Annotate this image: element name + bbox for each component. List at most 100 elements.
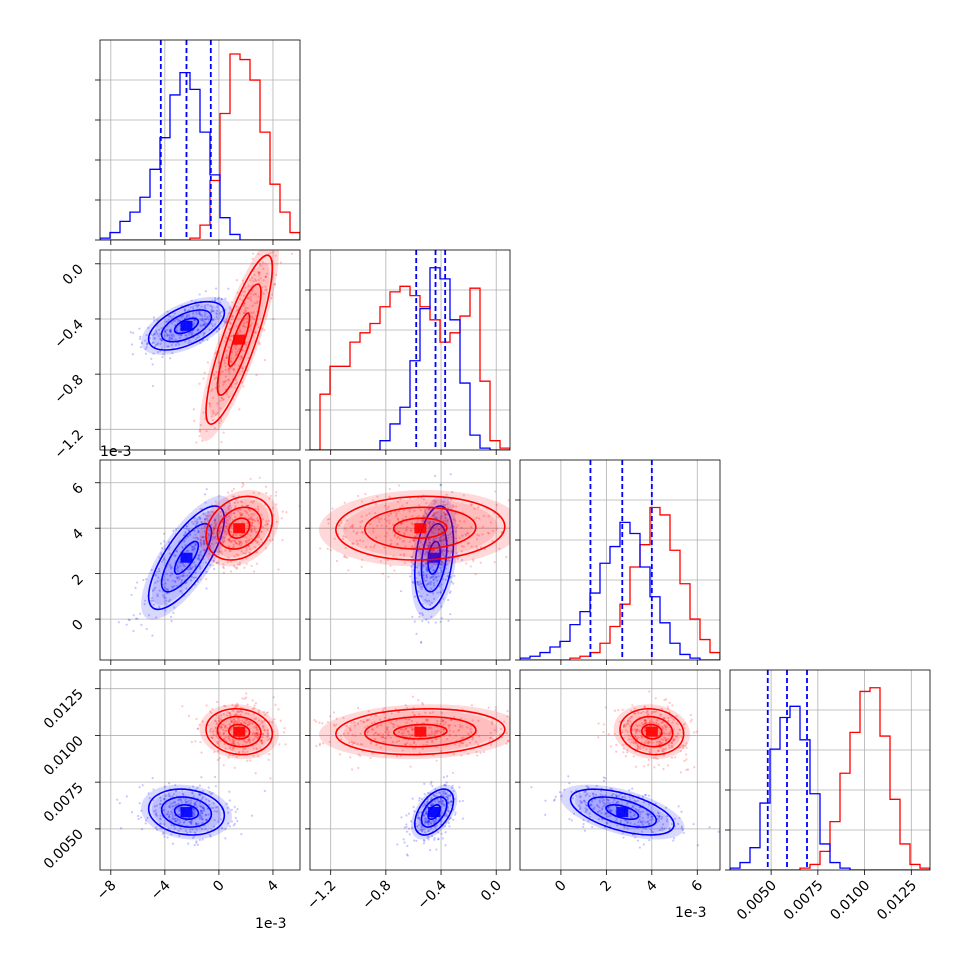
scatter-point xyxy=(648,813,651,816)
scatter-point xyxy=(454,734,458,737)
scatter-point xyxy=(427,726,431,729)
scatter-point xyxy=(169,330,172,333)
scatter-point xyxy=(214,535,217,538)
scatter-point xyxy=(224,321,227,324)
scatter-point xyxy=(189,828,192,831)
scatter-point xyxy=(229,322,232,325)
scatter-point xyxy=(198,817,201,820)
scatter-point xyxy=(225,729,229,732)
scatter-point xyxy=(615,795,619,798)
scatter-point xyxy=(172,611,175,614)
scatter-point xyxy=(189,306,192,309)
scatter-point xyxy=(214,518,217,521)
scatter-point xyxy=(241,485,244,488)
scatter-point xyxy=(419,582,422,585)
scatter-point xyxy=(264,524,267,527)
scatter-point xyxy=(460,550,463,553)
scatter-point xyxy=(186,574,189,577)
scatter-point xyxy=(458,724,462,727)
scatter-point xyxy=(251,521,254,525)
scatter-point xyxy=(224,837,227,840)
scatter-point xyxy=(446,790,449,793)
scatter-point xyxy=(503,720,506,723)
scatter-point xyxy=(202,411,205,414)
scatter-point xyxy=(656,814,659,817)
scatter-point xyxy=(393,535,396,538)
density-peak xyxy=(180,320,193,331)
scatter-point xyxy=(454,530,457,533)
scatter-point xyxy=(662,736,666,739)
scatter-point xyxy=(353,720,356,724)
scatter-point xyxy=(429,604,432,607)
scatter-point xyxy=(651,818,654,821)
scatter-point xyxy=(242,304,245,307)
scatter-point xyxy=(388,487,391,491)
scatter-point xyxy=(295,219,297,221)
scatter-point xyxy=(211,299,214,302)
scatter-point xyxy=(433,569,436,572)
scatter-point xyxy=(233,566,237,569)
scatter-point xyxy=(379,724,383,727)
scatter-point xyxy=(203,518,207,521)
scatter-point xyxy=(604,813,607,816)
scatter-point xyxy=(447,534,450,537)
scatter-point xyxy=(454,537,458,540)
scatter-point xyxy=(245,696,248,699)
density-contour xyxy=(147,788,226,836)
scatter-point xyxy=(423,553,427,556)
scatter-point xyxy=(295,181,297,183)
scatter-point xyxy=(424,512,427,515)
scatter-point xyxy=(645,748,648,751)
scatter-point xyxy=(446,775,449,778)
scatter-point xyxy=(185,315,189,319)
scatter-point xyxy=(442,503,445,506)
scatter-point xyxy=(205,465,207,467)
scatter-point xyxy=(159,822,162,826)
scatter-point xyxy=(192,536,195,539)
panel-2-0 xyxy=(95,459,301,665)
scatter-point xyxy=(129,331,132,334)
scatter-point xyxy=(387,505,390,508)
scatter-point xyxy=(238,543,241,547)
scatter-point xyxy=(682,723,685,726)
scatter-point xyxy=(212,530,215,533)
scatter-point xyxy=(458,536,461,539)
scatter-point xyxy=(225,354,228,357)
scatter-point xyxy=(228,712,231,715)
panel-frame xyxy=(99,249,301,451)
scatter-point xyxy=(420,797,423,800)
scatter-point xyxy=(680,735,683,739)
scatter-point xyxy=(578,792,581,795)
scatter-point xyxy=(221,535,224,539)
scatter-point xyxy=(249,509,252,512)
scatter-point xyxy=(607,733,610,736)
histogram-series_b xyxy=(310,285,510,450)
scatter-point xyxy=(423,515,426,518)
scatter-point xyxy=(641,823,644,826)
scatter-point xyxy=(425,820,428,824)
scatter-point xyxy=(161,832,165,836)
scatter-point xyxy=(207,533,211,536)
scatter-point xyxy=(248,741,252,744)
scatter-point xyxy=(167,319,171,322)
scatter-point xyxy=(418,712,421,716)
scatter-point xyxy=(168,804,171,807)
scatter-point xyxy=(154,337,157,340)
scatter-point xyxy=(246,320,249,323)
scatter-point xyxy=(212,526,215,529)
scatter-point xyxy=(673,738,676,741)
scatter-point xyxy=(213,536,216,539)
scatter-point xyxy=(232,543,235,546)
scatter-point xyxy=(261,327,264,330)
scatter-point xyxy=(165,320,168,324)
scatter-point xyxy=(196,727,200,731)
x-tick-label: −0.8 xyxy=(359,878,394,913)
scatter-point xyxy=(441,800,444,803)
scatter-point xyxy=(244,747,247,751)
scatter-point xyxy=(181,705,184,708)
scatter-point xyxy=(634,731,638,735)
scatter-point xyxy=(405,528,408,532)
scatter-point xyxy=(438,540,441,543)
scatter-point xyxy=(376,516,380,519)
scatter-point xyxy=(234,541,238,545)
